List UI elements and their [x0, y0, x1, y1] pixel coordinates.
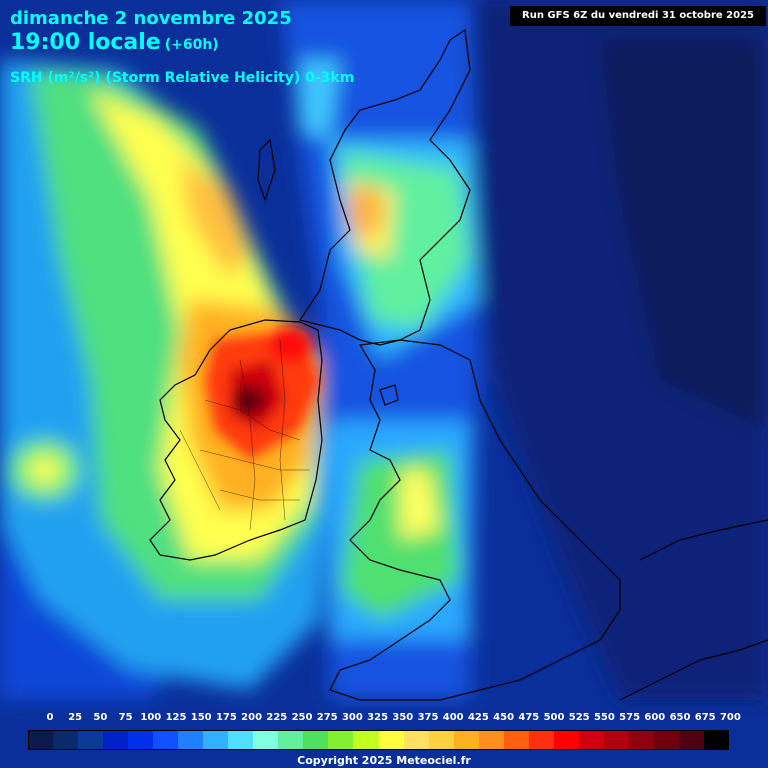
srh-core	[205, 327, 320, 460]
continent-coast	[639, 519, 768, 561]
legend-swatch	[553, 730, 580, 750]
color-legend: Copyright 2025 Meteociel.fr 0 25 50 75 100 12…	[0, 710, 768, 768]
legend-swatch	[203, 730, 229, 750]
title-block: dimanche 2 novembre 2025 19:00 locale (+6…	[10, 8, 292, 58]
legend-label: 475	[518, 712, 540, 723]
legend-swatch	[353, 730, 379, 750]
legend-label: 350	[392, 712, 414, 723]
legend-swatch	[678, 730, 705, 750]
hebrides-coast	[257, 138, 276, 202]
legend-swatch	[378, 730, 405, 750]
legend-label: 575	[619, 712, 641, 723]
legend-label: 450	[493, 712, 515, 723]
legend-label: 0	[46, 712, 54, 723]
legend-label: 700	[719, 712, 741, 723]
forecast-time-label: 19:00 locale	[10, 30, 161, 55]
legend-swatch	[503, 730, 530, 750]
county-borders	[179, 339, 310, 531]
legend-swatch	[153, 730, 179, 750]
coastlines	[149, 28, 768, 701]
legend-label: 50	[93, 712, 108, 723]
legend-label: 325	[367, 712, 389, 723]
legend-bar-border	[28, 730, 729, 750]
legend-swatch	[653, 730, 680, 750]
legend-label: 525	[568, 712, 590, 723]
legend-label: 425	[467, 712, 489, 723]
france-coast	[619, 639, 768, 701]
legend-swatch	[78, 730, 104, 750]
legend-label: 150	[190, 712, 212, 723]
legend-label: 25	[68, 712, 83, 723]
forecast-time: 19:00 locale (+60h)	[10, 30, 292, 58]
legend-swatch	[603, 730, 630, 750]
ireland-coast	[149, 319, 323, 561]
copyright: Copyright 2025 Meteociel.fr	[297, 754, 471, 767]
scotland-coast	[299, 28, 471, 346]
legend-label: 100	[140, 712, 162, 723]
legend-swatch	[103, 730, 129, 750]
legend-label: 250	[291, 712, 313, 723]
legend-swatch	[178, 730, 204, 750]
forecast-lead: (+60h)	[164, 37, 219, 53]
legend-label: 275	[316, 712, 338, 723]
legend-label: 225	[266, 712, 288, 723]
legend-swatch	[253, 730, 279, 750]
legend-label: 500	[543, 712, 565, 723]
legend-swatch	[528, 730, 555, 750]
legend-swatch	[403, 730, 430, 750]
legend-label: 650	[669, 712, 691, 723]
legend-swatch	[478, 730, 505, 750]
legend-label: 550	[593, 712, 615, 723]
britain-coast	[329, 339, 621, 701]
legend-label: 400	[442, 712, 464, 723]
legend-swatch	[278, 730, 304, 750]
legend-swatch	[128, 730, 154, 750]
isle-of-man-coast	[379, 384, 399, 406]
legend-label: 200	[241, 712, 263, 723]
legend-swatch	[428, 730, 455, 750]
legend-swatch	[453, 730, 480, 750]
legend-label: 375	[417, 712, 439, 723]
legend-swatch	[628, 730, 655, 750]
legend-swatch	[578, 730, 605, 750]
legend-swatch	[228, 730, 254, 750]
run-info: Run GFS 6Z du vendredi 31 octobre 2025	[510, 6, 766, 26]
legend-label: 125	[165, 712, 187, 723]
forecast-date: dimanche 2 novembre 2025	[10, 8, 292, 29]
parameter-title: SRH (m²/s²) (Storm Relative Helicity) 0-…	[10, 70, 355, 86]
legend-swatch	[53, 730, 79, 750]
legend-label: 300	[341, 712, 363, 723]
legend-label: 75	[118, 712, 133, 723]
srh-field	[0, 0, 768, 700]
legend-swatch	[703, 730, 730, 750]
legend-swatch	[28, 730, 54, 750]
legend-swatch	[328, 730, 354, 750]
legend-label: 675	[694, 712, 716, 723]
legend-label: 175	[215, 712, 237, 723]
legend-swatch	[303, 730, 329, 750]
legend-label: 600	[644, 712, 666, 723]
